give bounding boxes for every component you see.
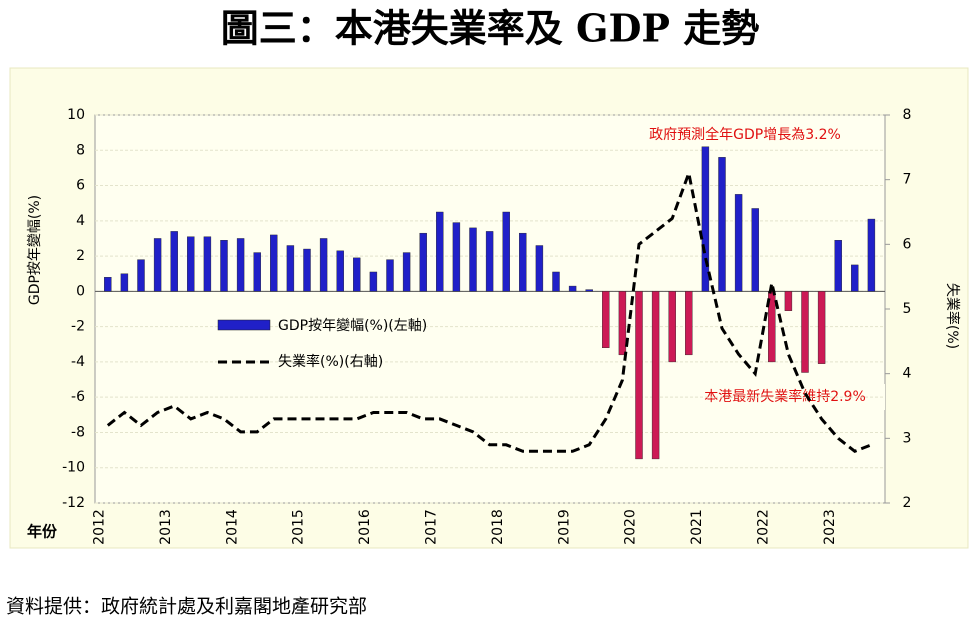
bar — [402, 252, 411, 292]
y-tick-label: -6 — [71, 389, 85, 405]
y2-axis-title: 失業率(%) — [944, 283, 961, 349]
y2-tick-label: 2 — [903, 495, 912, 511]
bar — [701, 146, 710, 292]
bar — [303, 248, 311, 292]
y-tick-label: 0 — [76, 283, 85, 299]
bar — [668, 291, 676, 363]
bar — [319, 238, 328, 292]
bar — [170, 231, 178, 292]
x-tick-label: 2020 — [623, 509, 639, 545]
bar — [602, 291, 610, 349]
y-tick-label: 4 — [76, 213, 85, 229]
bar — [203, 236, 212, 292]
bar — [104, 277, 112, 292]
y-tick-label: 2 — [76, 248, 85, 264]
bar — [220, 240, 228, 292]
y2-tick-label: 6 — [903, 236, 912, 252]
annotation-box — [630, 122, 862, 148]
x-tick-label: 2019 — [556, 509, 572, 545]
x-tick-label: 2014 — [224, 509, 240, 545]
x-tick-label: 2022 — [756, 509, 772, 545]
x-axis-title: 年份 — [27, 523, 58, 541]
y2-tick-label: 4 — [903, 366, 912, 382]
x-tick-label: 2015 — [291, 509, 307, 545]
bar — [552, 271, 560, 292]
bar — [469, 227, 477, 292]
bar — [386, 259, 394, 292]
y-axis-title: GDP按年變幅(%) — [27, 195, 43, 305]
bar — [452, 222, 461, 292]
bar — [369, 271, 378, 292]
annotation: 政府預測全年GDP增長為3.2% — [649, 126, 841, 143]
bar — [834, 240, 842, 292]
bar — [286, 245, 295, 292]
y-tick-label: -4 — [71, 354, 85, 370]
bar — [867, 218, 876, 292]
bar — [635, 291, 643, 460]
bar — [568, 285, 577, 292]
y-tick-label: -12 — [62, 495, 85, 511]
x-tick-label: 2013 — [158, 509, 174, 545]
annotation: 本港最新失業率維持2.9% — [704, 388, 866, 405]
bar — [784, 291, 793, 311]
bar — [353, 257, 361, 292]
y-tick-label: -2 — [71, 319, 85, 335]
y2-tick-label: 7 — [903, 172, 912, 188]
y-tick-label: -8 — [71, 424, 85, 440]
legend-label: GDP按年變幅(%)(左軸) — [278, 318, 427, 334]
bar — [801, 291, 809, 373]
y-tick-label: 8 — [76, 142, 85, 158]
y-tick-label: 10 — [67, 107, 85, 123]
bar — [734, 194, 743, 292]
bar — [153, 238, 162, 292]
bar — [336, 250, 344, 292]
bar — [685, 291, 693, 356]
bar — [618, 291, 627, 356]
bar — [535, 245, 544, 292]
x-tick-label: 2018 — [490, 509, 506, 545]
chart-title: 圖三：本港失業率及 GDP 走勢 — [221, 6, 759, 51]
y2-tick-label: 8 — [903, 107, 912, 123]
bar — [236, 238, 245, 292]
y-tick-label: -10 — [62, 460, 85, 476]
bar — [120, 273, 129, 292]
unemployment-line — [106, 167, 872, 453]
bar — [585, 289, 593, 292]
bar — [651, 291, 660, 460]
bar — [502, 211, 510, 292]
source-note: 資料提供：政府統計處及利嘉閣地產研究部 — [6, 596, 367, 618]
bar — [817, 291, 826, 364]
x-tick-label: 2016 — [357, 509, 373, 545]
y-tick-label: 6 — [76, 178, 85, 194]
x-tick-label: 2023 — [822, 509, 838, 545]
bar — [751, 208, 759, 292]
y2-tick-label: 5 — [903, 301, 912, 317]
legend-swatch — [217, 319, 271, 331]
bar — [137, 259, 145, 292]
bar — [253, 252, 261, 292]
legend-label: 失業率(%)(右軸) — [278, 353, 383, 370]
x-tick-label: 2012 — [92, 509, 108, 545]
bar — [270, 234, 278, 292]
bar — [419, 232, 427, 292]
bar — [436, 211, 444, 292]
x-tick-label: 2017 — [424, 509, 440, 545]
y2-tick-label: 3 — [903, 430, 912, 446]
bar — [519, 232, 527, 292]
bar — [187, 236, 195, 292]
legend-box — [205, 306, 465, 380]
x-tick-label: 2021 — [689, 509, 705, 545]
bar — [718, 157, 726, 292]
bar — [485, 231, 494, 292]
bar — [851, 264, 859, 292]
